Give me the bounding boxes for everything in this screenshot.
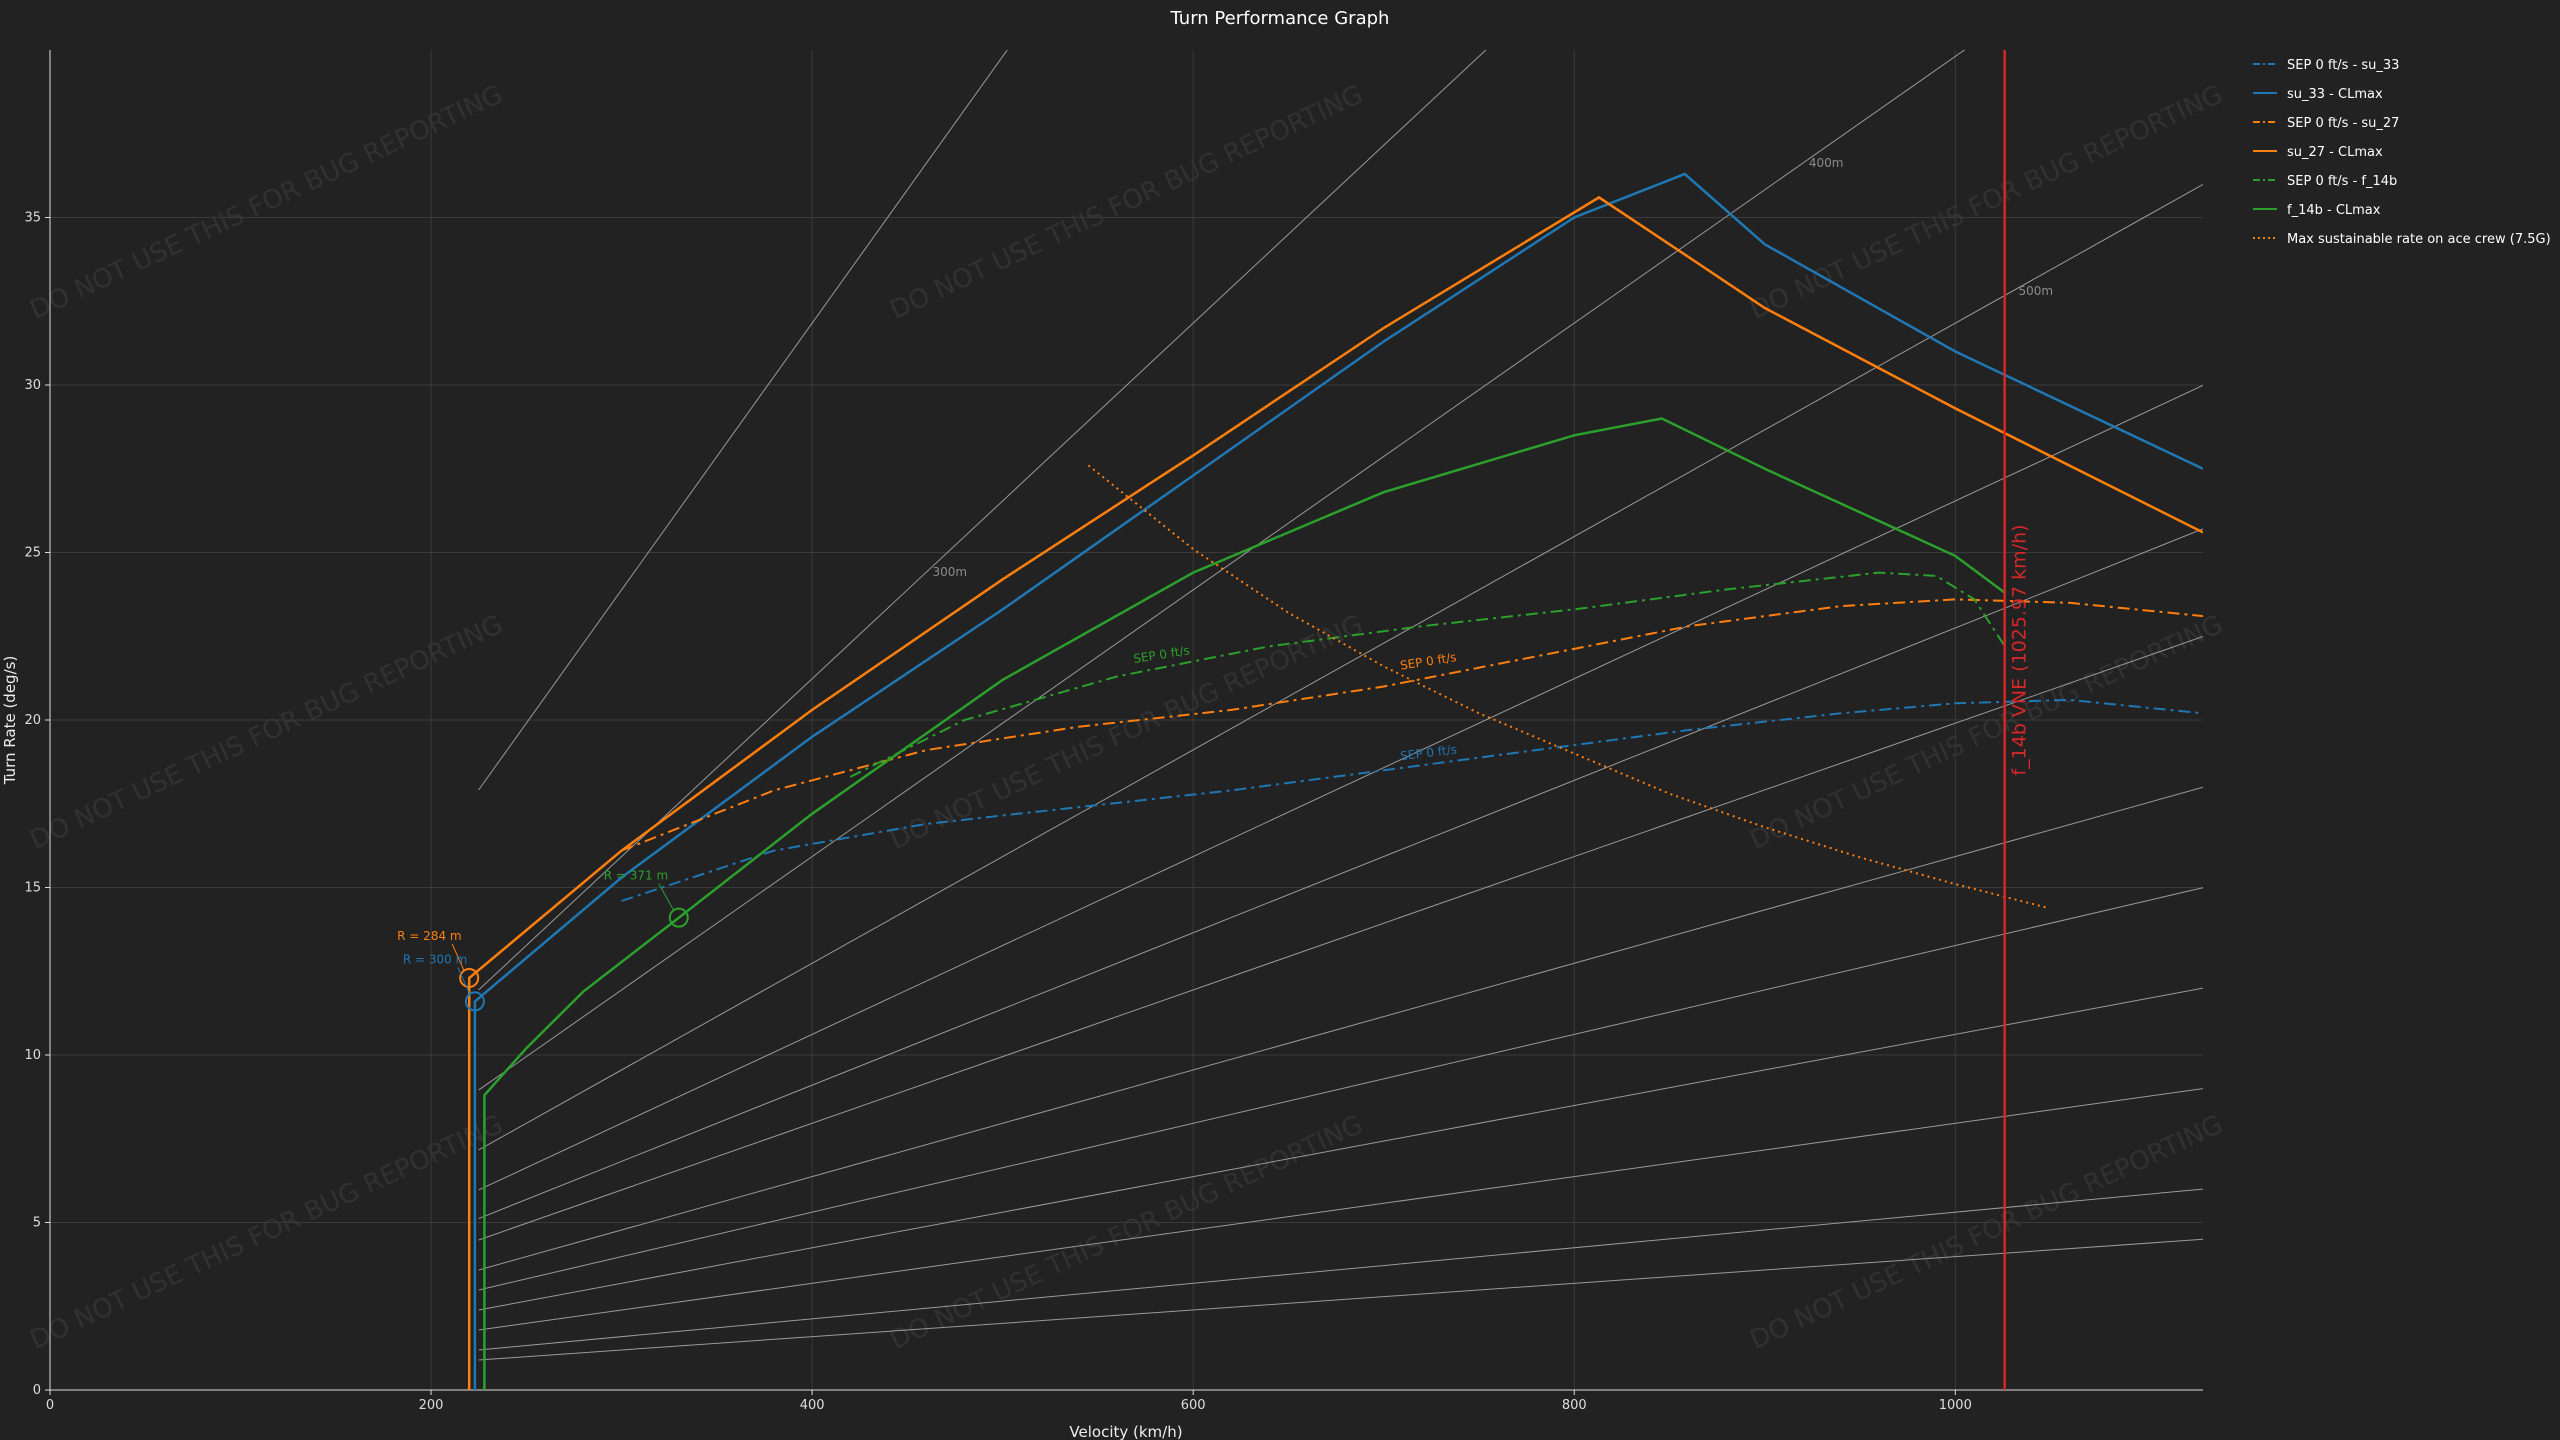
corner-marker [464,991,485,1012]
corner-marker [459,967,480,988]
radius-line [478,636,2203,1241]
radius-line [478,987,2203,1311]
radius-line [478,50,1966,1091]
y-tick-label: 0 [33,1383,41,1398]
watermark-layer: DO NOT USE THIS FOR BUG REPORTING DO NOT … [26,80,2228,1356]
radius-line [478,384,2203,1191]
legend-entry: SEP 0 ft/s - su_33 [2287,58,2399,73]
annotation-pointer [457,967,471,995]
radius-label: 300m [932,565,967,579]
y-tick-label: 5 [33,1216,41,1231]
radius-line [478,786,2203,1271]
axes: 0 200 400 600 800 1000 0 5 10 15 20 25 30 35 [24,50,2203,1413]
legend: SEP 0 ft/s - su_33 su_33 - CLmax SEP 0 ft/… [2253,58,2551,247]
y-tick-label: 35 [24,211,41,226]
x-tick-label: 0 [46,1398,54,1413]
radius-annotation: R = 300 m [403,952,467,966]
watermark-text: DO NOT USE THIS FOR BUG REPORTING [1746,80,2228,326]
radius-annotation: R = 284 m [397,929,461,943]
radius-line [478,1238,2203,1361]
series-line [473,172,2203,1390]
x-tick-label: 800 [1562,1398,1587,1413]
radius-line [478,1188,2203,1351]
x-axis-label: Velocity (km/h) [1069,1423,1182,1440]
plot-area [467,50,2203,1390]
sep-label: SEP 0 ft/s [1132,643,1190,666]
watermark-text: DO NOT USE THIS FOR BUG REPORTING [1746,1110,2228,1356]
radius-label: 400m [1809,156,1844,170]
corner-marker [668,907,689,928]
legend-entry: su_27 - CLmax [2287,145,2383,160]
legend-entry: su_33 - CLmax [2287,87,2383,102]
radius-line [478,50,1008,791]
x-tick-label: 200 [419,1398,444,1413]
reference-labels: 2G3G4G5G6G8G10G12G14G16G300m400m500m [932,156,2053,579]
watermark-text: DO NOT USE THIS FOR BUG REPORTING [26,1110,508,1356]
radius-annotation: R = 371 m [604,869,668,883]
x-tick-label: 400 [800,1398,825,1413]
sep-label: SEP 0 ft/s [1400,742,1458,763]
series-line [467,195,2203,1390]
annotation-pointer [658,883,675,911]
radius-line [478,528,2203,1220]
y-tick-label: 10 [24,1048,41,1063]
watermark-text: DO NOT USE THIS FOR BUG REPORTING [1746,610,2228,856]
series-line [482,417,2006,1390]
y-tick-label: 20 [24,713,41,728]
chart-title: Turn Performance Graph [1170,8,1390,29]
annotations: f_14b VNE (1025.97 km/h) R = 284 m R = 300… [397,524,2031,1012]
legend-entry: SEP 0 ft/s - su_27 [2287,116,2399,131]
radius-line [478,887,2203,1291]
radius-line [478,183,2203,1151]
annotation-pointer [451,943,465,972]
legend-entry: Max sustainable rate on ace crew (7.5G) [2287,232,2551,247]
watermark-text: DO NOT USE THIS FOR BUG REPORTING [886,80,1368,326]
radius-label: 500m [2018,284,2053,298]
watermark-text: DO NOT USE THIS FOR BUG REPORTING [26,80,508,326]
series-line [1087,464,2048,909]
vne-label: f_14b VNE (1025.97 km/h) [2009,524,2031,775]
y-axis-label: Turn Rate (deg/s) [1,656,19,786]
legend-entry: SEP 0 ft/s - f_14b [2287,174,2397,189]
series-line [621,698,2203,902]
y-tick-label: 25 [24,546,41,561]
x-tick-label: 1000 [1939,1398,1972,1413]
radius-line [478,50,1487,991]
legend-entry: f_14b - CLmax [2287,203,2381,218]
x-tick-label: 600 [1181,1398,1206,1413]
watermark-text: DO NOT USE THIS FOR BUG REPORTING [886,610,1368,856]
series-line [849,571,2006,778]
sep-label: SEP 0 ft/s [1399,650,1457,673]
y-tick-label: 15 [24,881,41,896]
watermark-text: DO NOT USE THIS FOR BUG REPORTING [886,1110,1368,1356]
radius-line [478,1088,2203,1331]
watermark-text: DO NOT USE THIS FOR BUG REPORTING [26,610,508,856]
reference-lines [478,50,2203,1361]
y-tick-label: 30 [24,378,41,393]
